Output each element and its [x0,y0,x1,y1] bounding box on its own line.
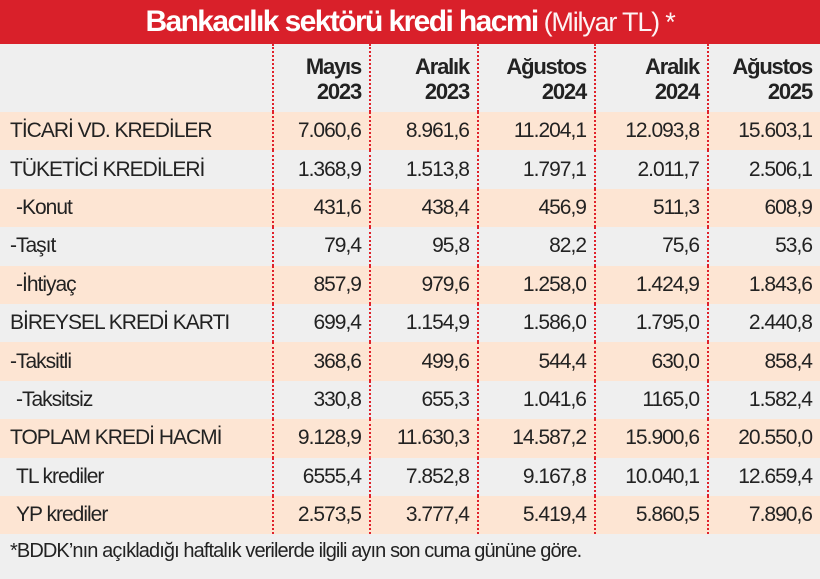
table-cell: 655,3 [369,380,478,420]
column-month: Aralık [415,54,470,79]
table-cell: 2.011,7 [594,150,708,189]
column-month: Aralık [645,54,700,79]
table-cell: 11.204,1 [477,112,595,151]
table-cell: 14.587,2 [477,419,595,458]
table-title: Bankacılık sektörü kredi hacmi [145,5,539,38]
table-cell: 1.586,0 [477,303,595,343]
table-cell: 431,6 [272,188,370,228]
table-cell: 1.041,6 [477,380,595,420]
table-row: -Taksitsiz 330,8 655,3 1.041,6 1165,0 1.582,4 [0,380,820,420]
table-cell: 499,6 [369,342,478,381]
table-row: -Taksitli 368,6 499,6 544,4 630,0 858,4 [0,342,820,381]
table-cell: 2.440,8 [707,303,820,343]
column-year: 2024 [654,79,700,104]
table-row: TİCARİ VD. KREDİLER 7.060,6 8.961,6 11.204,… [0,112,820,151]
table-cell: 10.040,1 [594,457,708,496]
column-header: Ağustos 2024 [477,44,595,112]
table-cell: 5.860,5 [594,495,708,535]
table-cell: 1.424,9 [594,265,708,304]
table-cell: 456,9 [477,188,595,228]
table-cell: 1.582,4 [707,380,820,420]
table-cell: 7.852,8 [369,457,478,496]
table-cell: 15.603,1 [707,112,820,151]
table-cell: 858,4 [707,342,820,381]
row-label: TİCARİ VD. KREDİLER [10,119,213,143]
header-empty [0,44,273,112]
table-cell: 857,9 [272,265,370,304]
table-cell: 20.550,0 [707,419,820,458]
column-month: Ağustos [506,54,587,79]
header-row: Mayıs 2023 Aralık 2023 Ağustos 2024 Aralık 2024… [0,44,820,112]
table-row: -Konut 431,6 438,4 456,9 511,3 608,9 [0,188,820,228]
table-cell: 1.843,6 [707,265,820,304]
table-row: TL krediler 6555,4 7.852,8 9.167,8 10.040,1 1… [0,457,820,496]
table-row: BİREYSEL KREDİ KARTI 699,4 1.154,9 1.586,0 1… [0,303,820,343]
table-cell: 979,6 [369,265,478,304]
table-cell: 95,8 [369,227,478,266]
row-label: -İhtiyaç [16,272,77,296]
table-cell: 75,6 [594,227,708,266]
table-cell: 12.659,4 [707,457,820,496]
table-cell: 53,6 [707,227,820,266]
table-unit: (Milyar TL) * [543,6,676,37]
table-cell: 8.961,6 [369,112,478,151]
table-cell: 630,0 [594,342,708,381]
table-cell: 82,2 [477,227,595,266]
row-label: -Taksitli [10,349,72,373]
table-cell: 1.258,0 [477,265,595,304]
table-cell: 544,4 [477,342,595,381]
column-year: 2023 [316,79,362,104]
column-month: Mayıs [305,54,362,79]
table-cell: 1.513,8 [369,150,478,189]
row-label: -Taksitsiz [16,387,93,411]
column-year: 2023 [424,79,470,104]
table-row: YP krediler 2.573,5 3.777,4 5.419,4 5.860,5 7… [0,495,820,535]
table-cell: 330,8 [272,380,370,420]
row-label: -Taşıt [10,234,56,258]
table-row: -Taşıt 79,4 95,8 82,2 75,6 53,6 [0,227,820,266]
table-cell: 699,4 [272,303,370,343]
table-cell: 15.900,6 [594,419,708,458]
table-cell: 1.795,0 [594,303,708,343]
row-label: YP krediler [16,503,108,527]
table-cell: 608,9 [707,188,820,228]
table-cell: 9.128,9 [272,419,370,458]
table-row: -İhtiyaç 857,9 979,6 1.258,0 1.424,9 1.843,6 [0,265,820,304]
table-cell: 2.506,1 [707,150,820,189]
row-label: BİREYSEL KREDİ KARTI [10,311,230,335]
column-year: 2025 [767,79,813,104]
table-cell: 5.419,4 [477,495,595,535]
table-cell: 1.368,9 [272,150,370,189]
footnote: *BDDK’nın açıkladığı haftalık verilerde … [10,540,582,562]
row-label: TÜKETİCİ KREDİLERİ [10,157,205,181]
table-cell: 79,4 [272,227,370,266]
table-cell: 368,6 [272,342,370,381]
table-cell: 9.167,8 [477,457,595,496]
table-cell: 6555,4 [272,457,370,496]
row-label: -Konut [16,195,73,219]
table-row: TOPLAM KREDİ HACMİ 9.128,9 11.630,3 14.587,… [0,419,820,458]
table-cell: 1.797,1 [477,150,595,189]
column-header: Mayıs 2023 [272,44,370,112]
table-cell: 3.777,4 [369,495,478,535]
table-cell: 1165,0 [594,380,708,420]
row-label: TL krediler [16,464,104,488]
column-header: Aralık 2023 [369,44,478,112]
credit-volume-table: Mayıs 2023 Aralık 2023 Ağustos 2024 Aralık 2024… [0,44,820,535]
table-cell: 2.573,5 [272,495,370,535]
table-cell: 511,3 [594,188,708,228]
table-cell: 7.060,6 [272,112,370,151]
column-header: Aralık 2024 [594,44,708,112]
table-cell: 11.630,3 [369,419,478,458]
table-row: TÜKETİCİ KREDİLERİ 1.368,9 1.513,8 1.797,1 2… [0,150,820,189]
table-cell: 12.093,8 [594,112,708,151]
table-cell: 1.154,9 [369,303,478,343]
title-bar: Bankacılık sektörü kredi hacmi (Milyar T… [0,0,820,44]
column-header: Ağustos 2025 [707,44,820,112]
table-cell: 7.890,6 [707,495,820,535]
column-month: Ağustos [732,54,813,79]
table-cell: 438,4 [369,188,478,228]
row-label: TOPLAM KREDİ HACMİ [10,426,222,450]
column-year: 2024 [541,79,587,104]
